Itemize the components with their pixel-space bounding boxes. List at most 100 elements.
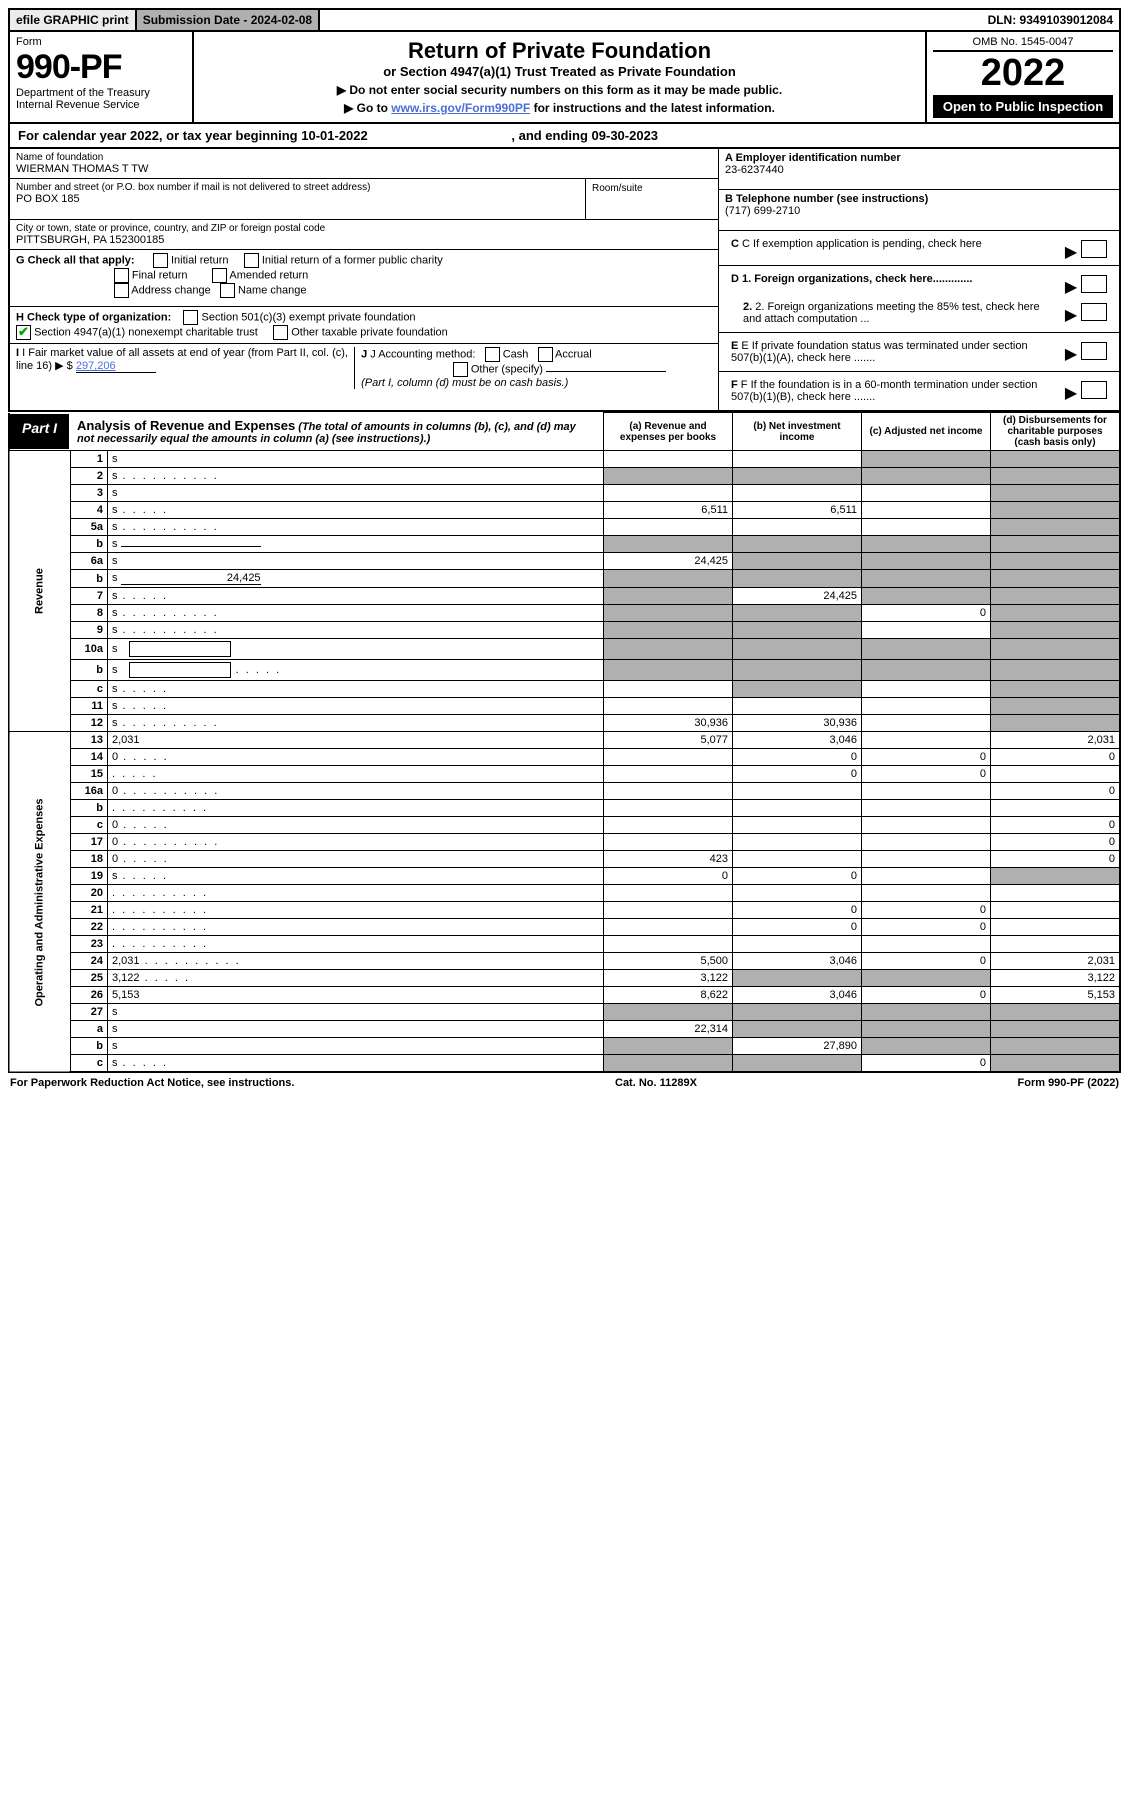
form-subtitle: or Section 4947(a)(1) Trust Treated as P… [204,64,915,79]
chk-501c3[interactable] [183,310,198,325]
table-row: 4s6,5116,511 [9,502,1120,519]
irs-label: Internal Revenue Service [16,99,186,111]
page-footer: For Paperwork Reduction Act Notice, see … [8,1073,1121,1093]
cell-shaded [991,868,1121,885]
chk-other-taxable[interactable] [273,325,288,340]
cell-amount: 0 [991,851,1121,868]
chk-initial-former[interactable] [244,253,259,268]
chk-e[interactable] [1081,342,1107,360]
section-revenue-label: Revenue [9,451,71,732]
j-accrual: Accrual [555,348,592,360]
chk-c[interactable] [1081,240,1107,258]
line-desc: 3,122 [108,970,604,987]
cell-shaded [862,451,991,468]
cell-shaded [604,1055,733,1073]
line-number: 7 [71,588,108,605]
chk-other-method[interactable] [453,362,468,377]
line-number: b [71,800,108,817]
cell-amount [862,715,991,732]
chk-final-return[interactable] [114,268,129,283]
cell-amount: 6,511 [604,502,733,519]
line-number: c [71,1055,108,1073]
line-number: 10a [71,639,108,660]
cell-amount: 0 [862,766,991,783]
cell-amount: 6,511 [733,502,862,519]
irs-link[interactable]: www.irs.gov/Form990PF [391,101,530,115]
cell-shaded [733,1021,862,1038]
chk-d2[interactable] [1081,303,1107,321]
c-label: C If exemption application is pending, c… [742,238,982,250]
j-note: (Part I, column (d) must be on cash basi… [361,377,568,389]
g-opt-0: Initial return [171,254,228,266]
other-specify-line [546,371,666,372]
line-number: 21 [71,902,108,919]
cal-pre: For calendar year 2022, or tax year begi… [18,128,301,143]
chk-cash[interactable] [485,347,500,362]
chk-d1[interactable] [1081,275,1107,293]
line-desc: 0 [108,817,604,834]
cell-shaded [991,660,1121,681]
table-row: 19s00 [9,868,1120,885]
chk-f[interactable] [1081,381,1107,399]
chk-initial-return[interactable] [153,253,168,268]
form-title: Return of Private Foundation [204,38,915,64]
line-desc: s [108,660,604,681]
section-c: C C If exemption application is pending,… [719,231,1119,266]
line-desc: s 24,425 [108,570,604,588]
topbar: efile GRAPHIC print Submission Date - 20… [8,8,1121,32]
cell-shaded [991,1038,1121,1055]
cell-shaded [604,1004,733,1021]
line-desc: s [108,451,604,468]
chk-accrual[interactable] [538,347,553,362]
cell-amount: 0 [991,834,1121,851]
cell-shaded [604,622,733,639]
col-c-header: (c) Adjusted net income [862,413,991,451]
line-number: 14 [71,749,108,766]
table-row: 6as24,425 [9,553,1120,570]
cell-amount [604,698,733,715]
chk-4947[interactable] [16,325,31,340]
chk-address-change[interactable] [114,283,129,298]
cell-amount: 0 [862,749,991,766]
d1-label: D 1. Foreign organizations, check here..… [731,273,972,285]
j-other: Other (specify) [471,363,543,375]
footer-mid: Cat. No. 11289X [615,1077,697,1089]
cell-shaded [991,536,1121,553]
table-row: 253,1223,1223,122 [9,970,1120,987]
cell-amount: 0 [862,902,991,919]
cell-amount: 0 [862,919,991,936]
instr2-post: for instructions and the latest informat… [530,101,775,115]
cell-amount [862,936,991,953]
cell-shaded [991,502,1121,519]
table-row: 140000 [9,749,1120,766]
cell-shaded [733,639,862,660]
cell-amount: 0 [991,749,1121,766]
table-row: 12s30,93630,936 [9,715,1120,732]
chk-amended[interactable] [212,268,227,283]
cell-amount [604,902,733,919]
table-row: 10as [9,639,1120,660]
line-desc: 2,031 [108,953,604,970]
cell-amount [733,817,862,834]
line-desc: s [108,502,604,519]
efile-print-button[interactable]: efile GRAPHIC print [10,10,137,30]
info-grid: Name of foundation WIERMAN THOMAS T TW N… [8,149,1121,412]
table-row: 2s [9,468,1120,485]
cell-amount [604,834,733,851]
section-d: D 1. Foreign organizations, check here..… [719,266,1119,333]
line-number: 19 [71,868,108,885]
i-label: I Fair market value of all assets at end… [16,347,348,372]
cell-amount [862,783,991,800]
cell-shaded [991,639,1121,660]
cell-shaded [991,622,1121,639]
line-desc: s [108,519,604,536]
cell-amount: 0 [862,1055,991,1073]
cell-amount [733,936,862,953]
cell-shaded [991,570,1121,588]
cell-amount [604,681,733,698]
table-row: 265,1538,6223,04605,153 [9,987,1120,1004]
chk-name-change[interactable] [220,283,235,298]
cell-amount: 0 [733,902,862,919]
calendar-year-line: For calendar year 2022, or tax year begi… [8,124,1121,149]
fmv-link[interactable]: 297,206 [76,360,156,373]
